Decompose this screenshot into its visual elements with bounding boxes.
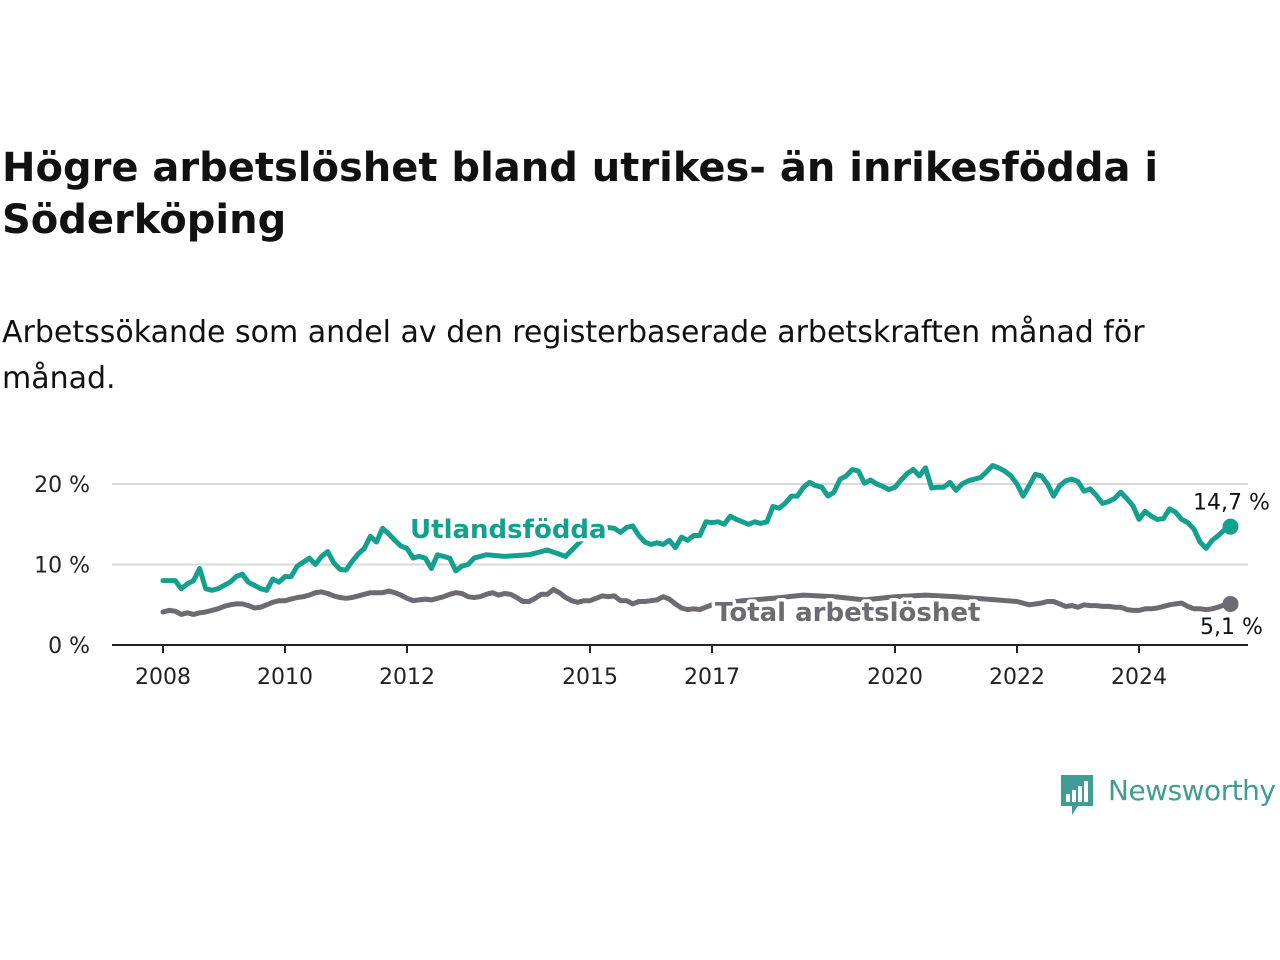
y-tick-label: 10 % xyxy=(34,554,90,579)
series-label-halo: Total arbetslöshet xyxy=(715,598,980,628)
x-tick-label: 2010 xyxy=(257,665,313,690)
series-label-halo: Utlandsfödda xyxy=(410,515,607,545)
series-line-0 xyxy=(160,463,1233,593)
x-tick-label: 2008 xyxy=(135,665,191,690)
series-label-0: Utlandsfödda xyxy=(410,515,607,545)
series-label-1: Total arbetslöshet xyxy=(715,598,980,628)
chart-title: Högre arbetslöshet bland utrikes- än inr… xyxy=(2,145,1159,243)
grid-lines xyxy=(112,483,1248,566)
bar-chart-speech-bubble-icon xyxy=(1061,775,1093,815)
x-axis-ticks: 2008 2010 2012 2015 2017 2020 2022 2024 xyxy=(112,644,1248,690)
series-line-1 xyxy=(160,587,1233,617)
end-value-label-1: 5,1 % xyxy=(1200,615,1263,640)
series-end-point-1 xyxy=(1222,595,1239,612)
x-tick-label: 2024 xyxy=(1111,665,1167,690)
x-tick-label: 2012 xyxy=(379,665,435,690)
x-tick-label: 2015 xyxy=(562,665,618,690)
series-end-point-0 xyxy=(1222,518,1239,535)
x-tick-label: 2017 xyxy=(684,665,740,690)
line-chart: 0 % 10 % 20 % 2008 2010 2012 2015 2017 2020 2022… xyxy=(34,463,1270,690)
y-tick-label: 0 % xyxy=(48,634,90,659)
newsworthy-logo: Newsworthy xyxy=(1058,772,1280,820)
y-tick-label: 20 % xyxy=(34,473,90,498)
brand-name: Newsworthy xyxy=(1108,774,1276,807)
x-tick-label: 2022 xyxy=(989,665,1045,690)
chart-subtitle: Arbetssökande som andel av den registerb… xyxy=(2,315,1145,396)
series-lines xyxy=(160,463,1239,617)
y-axis-ticks: 0 % 10 % 20 % xyxy=(34,473,90,659)
end-value-label-0: 14,7 % xyxy=(1193,491,1270,516)
x-tick-label: 2020 xyxy=(867,665,923,690)
